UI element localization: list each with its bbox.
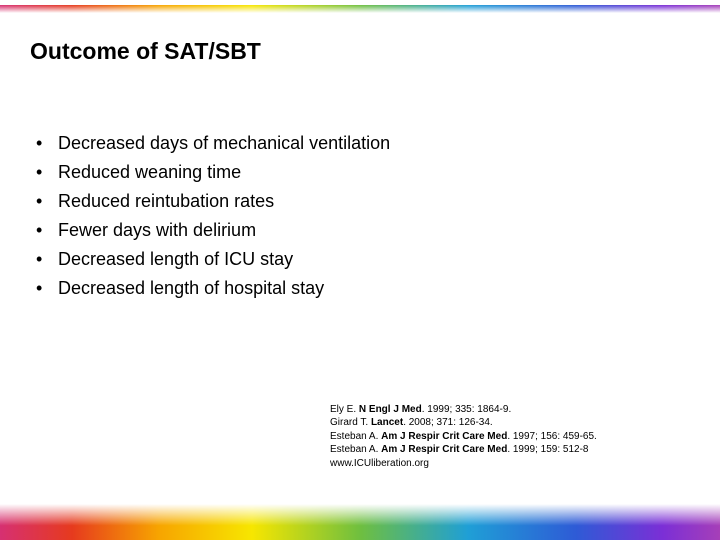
bullet-item: Reduced reintubation rates xyxy=(36,188,680,215)
reference-line: www.ICUliberation.org xyxy=(330,457,650,471)
ref-journal: Am J Respir Crit Care Med xyxy=(381,444,507,455)
bullet-item: Fewer days with delirium xyxy=(36,217,680,244)
references-block: Ely E. N Engl J Med. 1999; 335: 1864-9. … xyxy=(330,403,650,471)
bottom-rainbow-band xyxy=(0,504,720,540)
ref-author: Esteban A. xyxy=(330,444,378,455)
ref-rest: . 1997; 156: 459-65. xyxy=(507,431,597,442)
ref-rest: www.ICUliberation.org xyxy=(330,458,429,469)
bullet-item: Decreased days of mechanical ventilation xyxy=(36,130,680,157)
reference-line: Ely E. N Engl J Med. 1999; 335: 1864-9. xyxy=(330,403,650,417)
top-rainbow-band xyxy=(0,0,720,8)
ref-author: Esteban A. xyxy=(330,431,378,442)
reference-line: Esteban A. Am J Respir Crit Care Med. 19… xyxy=(330,443,650,457)
ref-author: Girard T. xyxy=(330,417,368,428)
bullet-list: Decreased days of mechanical ventilation… xyxy=(36,130,680,304)
ref-rest: . 1999; 159: 512-8 xyxy=(507,444,588,455)
ref-rest: . 2008; 371: 126-34. xyxy=(403,417,493,428)
reference-line: Esteban A. Am J Respir Crit Care Med. 19… xyxy=(330,430,650,444)
ref-journal: Am J Respir Crit Care Med xyxy=(381,431,507,442)
ref-journal: N Engl J Med xyxy=(359,404,422,415)
bullet-item: Decreased length of ICU stay xyxy=(36,246,680,273)
ref-journal: Lancet xyxy=(371,417,403,428)
ref-author: Ely E. xyxy=(330,404,356,415)
ref-rest: . 1999; 335: 1864-9. xyxy=(422,404,512,415)
rainbow-top-icon xyxy=(0,5,720,13)
reference-line: Girard T. Lancet. 2008; 371: 126-34. xyxy=(330,416,650,430)
bullet-item: Decreased length of hospital stay xyxy=(36,275,680,302)
slide: Outcome of SAT/SBT Decreased days of mec… xyxy=(0,0,720,540)
bullet-item: Reduced weaning time xyxy=(36,159,680,186)
rainbow-bottom-icon xyxy=(0,504,720,540)
slide-title: Outcome of SAT/SBT xyxy=(30,38,261,65)
